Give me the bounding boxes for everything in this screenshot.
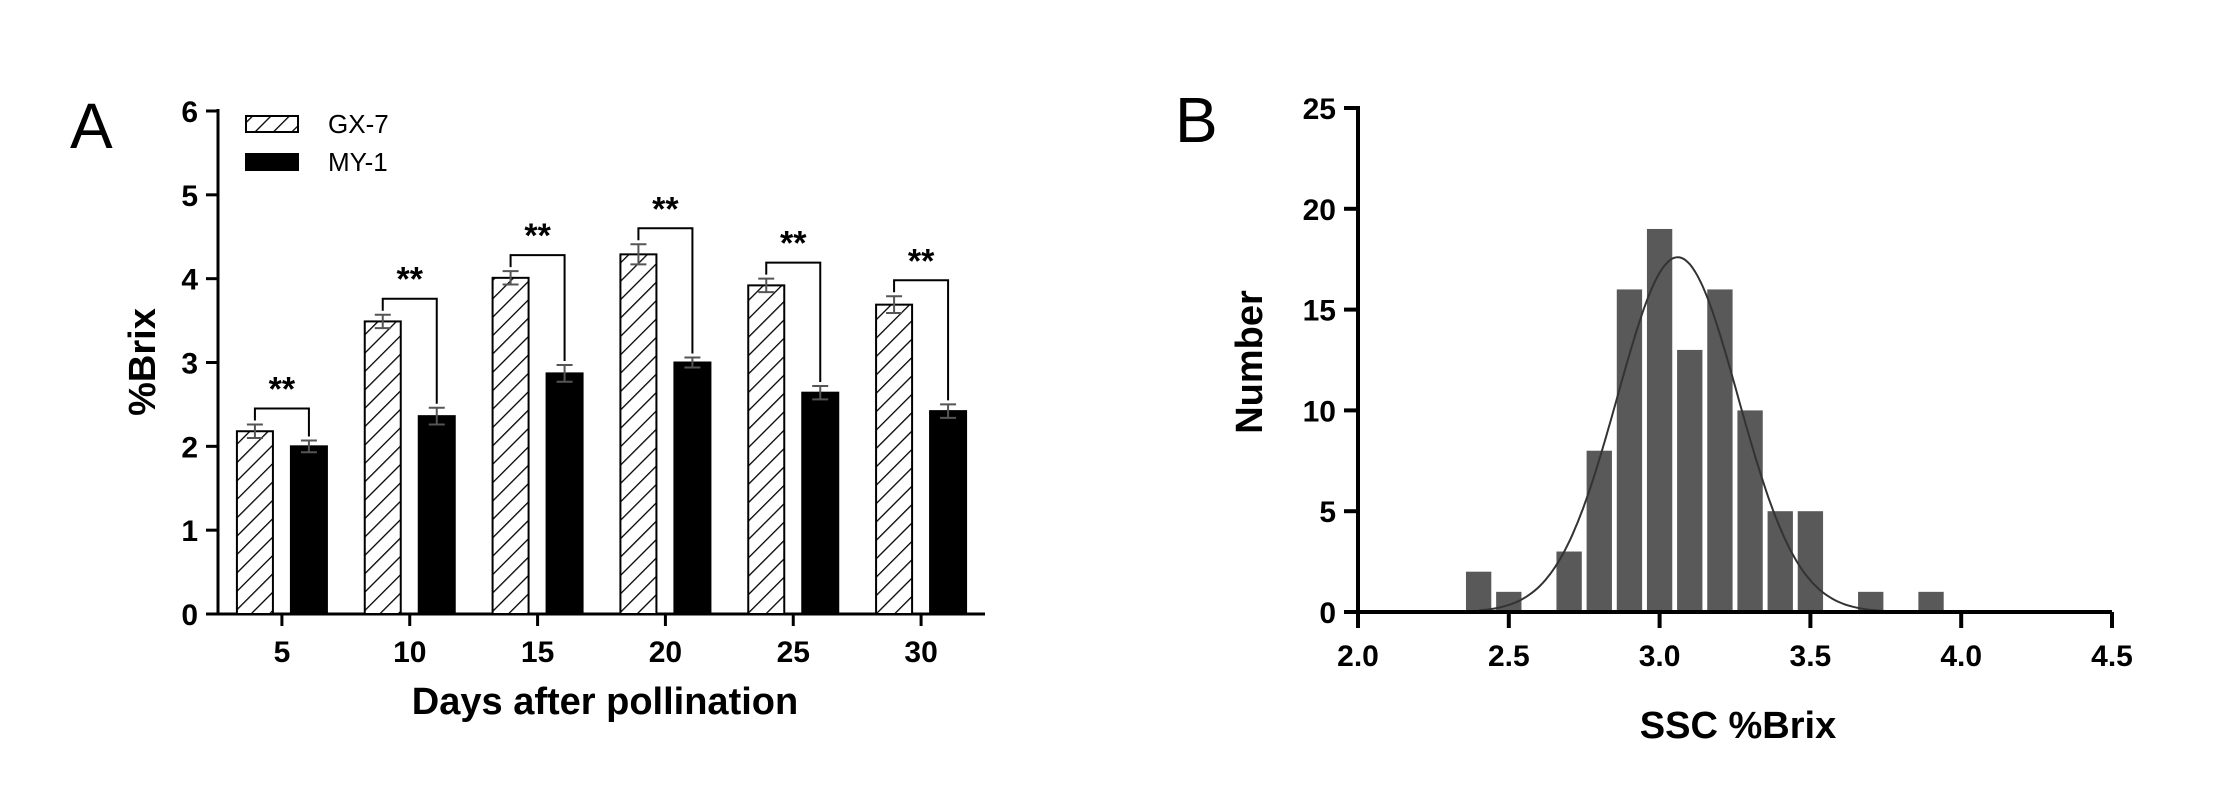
significance-label-a: ** xyxy=(908,242,935,280)
x-tick-label-a: 5 xyxy=(274,636,291,669)
chart-a: A %Brix Days after pollination 0 1 2 3 4 5 6 5 1… xyxy=(70,90,985,723)
y-tick-label-b: 15 xyxy=(1303,295,1336,328)
x-tick-label-b: 2.0 xyxy=(1337,640,1379,673)
significance-bracket-a xyxy=(381,297,438,404)
x-tick-label-b: 2.5 xyxy=(1488,640,1530,673)
x-tick-label-a: 25 xyxy=(777,636,810,669)
panel-a-label: A xyxy=(70,90,113,162)
significance-label-a: ** xyxy=(524,217,551,255)
legend-a: GX-7 MY-1 xyxy=(245,109,389,177)
panel-b-label: B xyxy=(1175,84,1218,156)
histogram-bar-b xyxy=(1586,450,1612,612)
histogram-bar-b xyxy=(1797,511,1824,612)
bar-a xyxy=(747,284,786,615)
normal-fit-line-b xyxy=(1478,256,1886,613)
y-tick-label-a: 2 xyxy=(181,431,198,464)
significance-bracket-a xyxy=(637,227,694,354)
significance-bracket-a xyxy=(253,407,310,437)
x-tick-label-a: 15 xyxy=(521,636,554,669)
legend-swatch-a xyxy=(245,115,299,133)
x-tick-label-a: 30 xyxy=(904,636,937,669)
histogram-bar-b xyxy=(1737,410,1763,612)
histogram-bar-b xyxy=(1858,591,1884,612)
y-tick-label-b: 25 xyxy=(1303,93,1336,126)
axes-b: 0 5 10 15 20 25 2.0 2.5 3.0 3.5 4.0 4.5 xyxy=(1303,93,2133,673)
legend-swatch-a xyxy=(245,153,299,171)
bar-a xyxy=(289,445,328,616)
legend-label-a: MY-1 xyxy=(328,147,388,177)
y-axis-label-b: Number xyxy=(1229,290,1271,434)
bar-a xyxy=(673,361,712,615)
y-tick-label-a: 5 xyxy=(181,180,198,213)
histogram-bar-b xyxy=(1918,591,1944,612)
bar-a xyxy=(545,372,584,616)
bar-a xyxy=(417,415,456,615)
bar-a xyxy=(875,303,914,615)
significance-bracket-a xyxy=(765,261,822,382)
bars-a: ** ** ** ** ** ** xyxy=(235,190,968,616)
x-tick-label-b: 3.5 xyxy=(1790,640,1832,673)
x-axis-label-b: SSC %Brix xyxy=(1640,705,1836,747)
histogram-bar-b xyxy=(1556,551,1582,612)
bar-a xyxy=(363,320,402,615)
legend-label-a: GX-7 xyxy=(328,109,389,139)
y-tick-label-b: 20 xyxy=(1303,194,1336,227)
bar-a xyxy=(929,410,968,615)
y-tick-label-b: 0 xyxy=(1319,597,1336,630)
x-tick-label-b: 4.5 xyxy=(2091,640,2133,673)
y-tick-label-a: 0 xyxy=(181,599,198,632)
histogram-bars-b xyxy=(1465,228,1944,612)
bar-a xyxy=(801,391,840,615)
y-tick-label-b: 10 xyxy=(1303,395,1336,428)
histogram-bar-b xyxy=(1677,349,1703,612)
axes-a: 0 1 2 3 4 5 6 5 10 15 20 25 30 xyxy=(181,96,985,669)
histogram-bar-b xyxy=(1465,571,1492,612)
histogram-bar-b xyxy=(1616,289,1643,612)
significance-bracket-a xyxy=(509,254,566,362)
bar-a xyxy=(235,430,274,616)
x-tick-label-a: 10 xyxy=(393,636,426,669)
x-tick-label-a: 20 xyxy=(649,636,682,669)
x-tick-label-b: 3.0 xyxy=(1639,640,1681,673)
x-tick-label-b: 4.0 xyxy=(1940,640,1982,673)
histogram-bar-b xyxy=(1646,228,1673,612)
significance-label-a: ** xyxy=(269,371,296,409)
chart-b: B Number SSC %Brix 0 5 10 15 20 25 2.0 2.5 3.0 3.… xyxy=(1175,84,2133,747)
y-tick-label-b: 5 xyxy=(1319,496,1336,529)
y-tick-label-a: 6 xyxy=(181,96,198,129)
histogram-bar-b xyxy=(1707,289,1733,612)
y-axis-label-a: %Brix xyxy=(122,308,164,416)
significance-label-a: ** xyxy=(780,225,807,263)
y-tick-label-a: 3 xyxy=(181,348,198,381)
bar-a xyxy=(619,253,658,615)
bar-a xyxy=(491,276,530,615)
x-axis-label-a: Days after pollination xyxy=(412,681,798,723)
significance-label-a: ** xyxy=(652,190,679,228)
significance-bracket-a xyxy=(893,279,950,401)
significance-label-a: ** xyxy=(397,261,424,299)
y-tick-label-a: 1 xyxy=(181,515,198,548)
fit-curve-b xyxy=(1478,256,1886,613)
y-tick-label-a: 4 xyxy=(181,264,198,297)
